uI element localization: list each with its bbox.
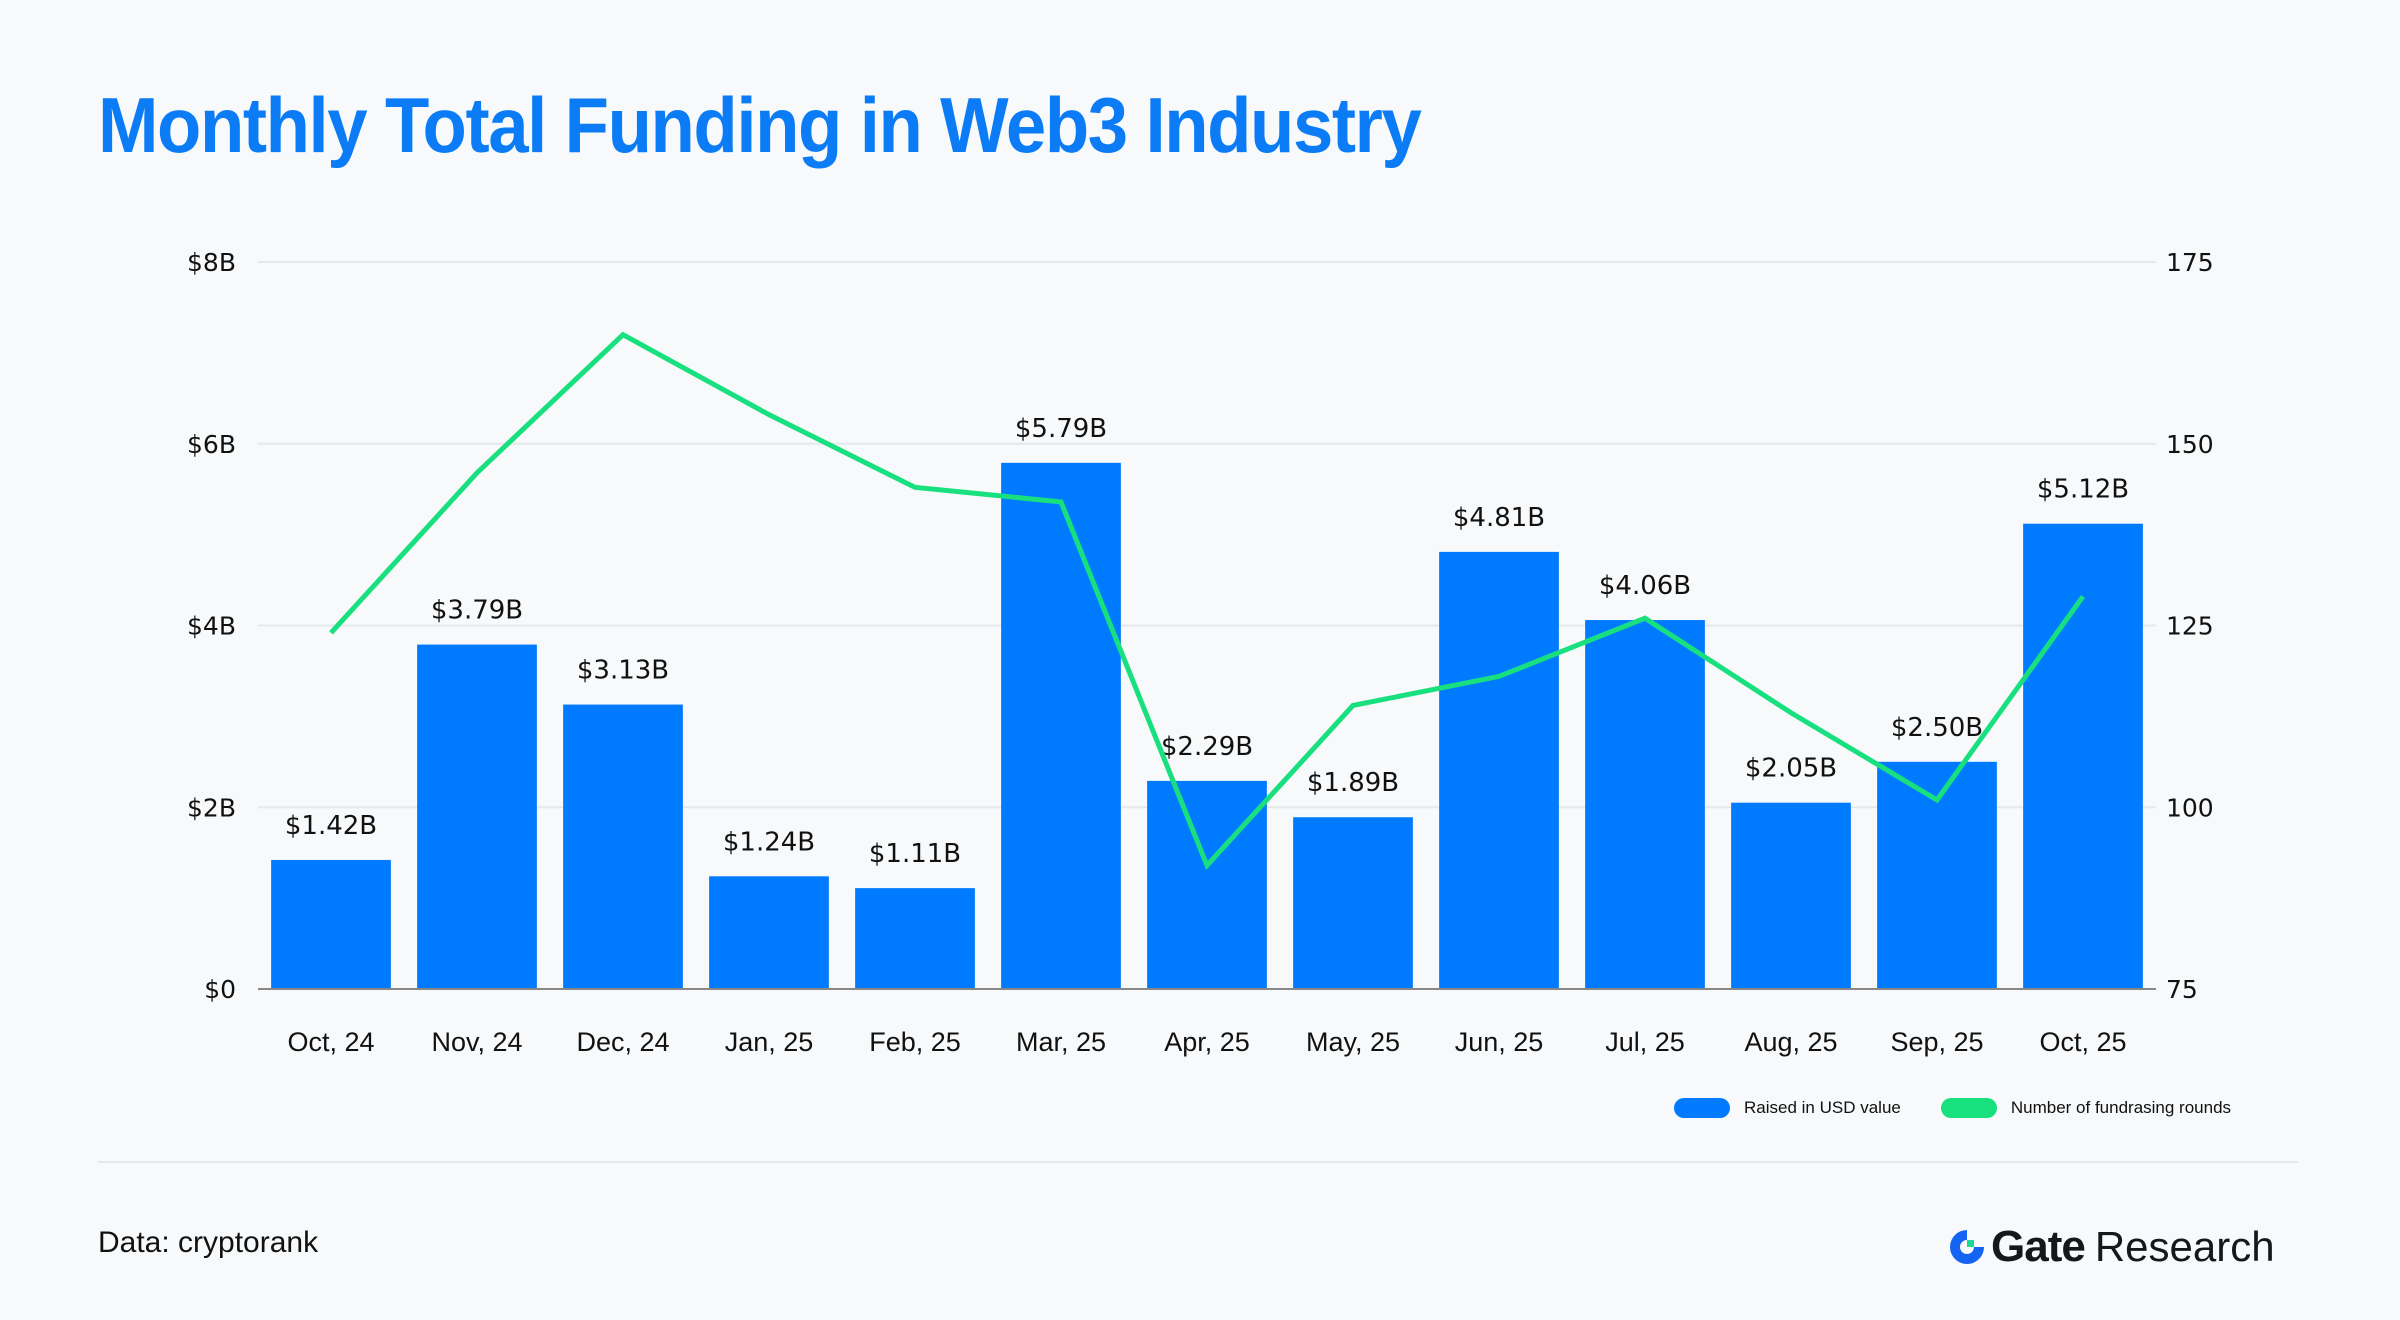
bar-data-label: $2.29B	[1161, 732, 1253, 762]
bar[interactable]	[1293, 817, 1413, 989]
bar-data-label: $1.24B	[723, 827, 815, 857]
x-tick-label: Nov, 24	[431, 1027, 522, 1057]
y-right-tick-label: 125	[2166, 612, 2214, 641]
bar[interactable]	[271, 859, 391, 989]
y-right-tick-label: 100	[2166, 793, 2214, 822]
line-series	[329, 331, 2086, 871]
bar-series	[271, 462, 2143, 989]
bar-data-label: $3.13B	[577, 656, 669, 686]
bar[interactable]	[563, 704, 683, 989]
legend-item-rounds[interactable]: Number of fundrasing rounds	[1940, 1098, 2232, 1118]
bar-data-label: $5.79B	[1015, 414, 1107, 444]
data-source: Data: cryptorank	[98, 1226, 319, 1259]
brand-name: Gate	[1991, 1222, 2086, 1271]
legend: Raised in USD value Number of fundrasing…	[1674, 1098, 2271, 1118]
gridlines	[258, 261, 2156, 809]
legend-swatch-line	[1940, 1098, 1997, 1118]
x-tick-label: Oct, 24	[287, 1027, 374, 1057]
bar[interactable]	[1001, 462, 1121, 989]
y-left-tick-label: $8B	[187, 248, 236, 277]
y-right-tick-label: 75	[2166, 975, 2198, 1004]
legend-item-usd[interactable]: Raised in USD value	[1674, 1098, 1901, 1118]
bar-data-label: $2.05B	[1745, 754, 1837, 784]
bar-data-label: $2.50B	[1891, 713, 1983, 743]
bar[interactable]	[1439, 551, 1559, 989]
x-tick-label: Dec, 24	[576, 1027, 669, 1057]
y-left-tick-label: $6B	[187, 430, 236, 459]
y-left-tick-label: $2B	[187, 793, 236, 822]
bar-data-label: $1.42B	[285, 811, 377, 841]
y-left-tick-label: $4B	[187, 612, 236, 641]
x-tick-label: Sep, 25	[1890, 1027, 1983, 1057]
y-axis-right: 75 100 125 150 175	[2166, 248, 2214, 1004]
y-axis-left: $0 $2B $4B $6B $8B	[187, 248, 236, 1004]
brand-suffix: Research	[2094, 1223, 2275, 1270]
chart-title: Monthly Total Funding in Web3 Industry	[98, 81, 1422, 169]
x-tick-label: Mar, 25	[1016, 1027, 1106, 1057]
bar[interactable]	[1731, 802, 1851, 989]
bar[interactable]	[709, 876, 829, 989]
legend-label: Number of fundrasing rounds	[2010, 1098, 2232, 1117]
gate-logo-icon	[1950, 1230, 1984, 1264]
brand-logo: Gate Research	[1947, 1222, 2275, 1272]
bar-data-label: $1.89B	[1307, 768, 1399, 798]
bar[interactable]	[1585, 620, 1705, 989]
x-tick-label: May, 25	[1306, 1027, 1400, 1057]
bar[interactable]	[417, 644, 537, 989]
x-tick-label: Oct, 25	[2039, 1027, 2126, 1057]
bar[interactable]	[2023, 523, 2143, 989]
x-tick-label: Aug, 25	[1744, 1027, 1837, 1057]
bar-data-labels: $1.42B $3.79B $3.13B $1.24B $1.11B $5.79B $2.2…	[285, 414, 2129, 869]
x-tick-label: Feb, 25	[869, 1027, 961, 1057]
x-tick-label: Jan, 25	[725, 1027, 814, 1057]
y-right-tick-label: 175	[2166, 248, 2214, 277]
y-left-tick-label: $0	[204, 975, 236, 1004]
x-axis: Oct, 24 Nov, 24 Dec, 24 Jan, 25 Feb, 25 Mar, …	[258, 988, 2156, 1057]
bar-data-label: $4.06B	[1599, 571, 1691, 601]
bar[interactable]	[855, 888, 975, 989]
legend-swatch-bar	[1674, 1098, 1730, 1118]
x-tick-label: Jul, 25	[1605, 1027, 1685, 1057]
bar-data-label: $1.11B	[869, 839, 961, 869]
bar-data-label: $4.81B	[1453, 503, 1545, 533]
bar[interactable]	[1147, 780, 1267, 989]
x-tick-label: Apr, 25	[1164, 1027, 1250, 1057]
bar-data-label: $3.79B	[431, 596, 523, 626]
x-tick-label: Jun, 25	[1455, 1027, 1544, 1057]
y-right-tick-label: 150	[2166, 430, 2214, 459]
legend-label: Raised in USD value	[1744, 1098, 1901, 1117]
bar-data-label: $5.12B	[2037, 475, 2129, 505]
footer-divider	[98, 1161, 2298, 1163]
